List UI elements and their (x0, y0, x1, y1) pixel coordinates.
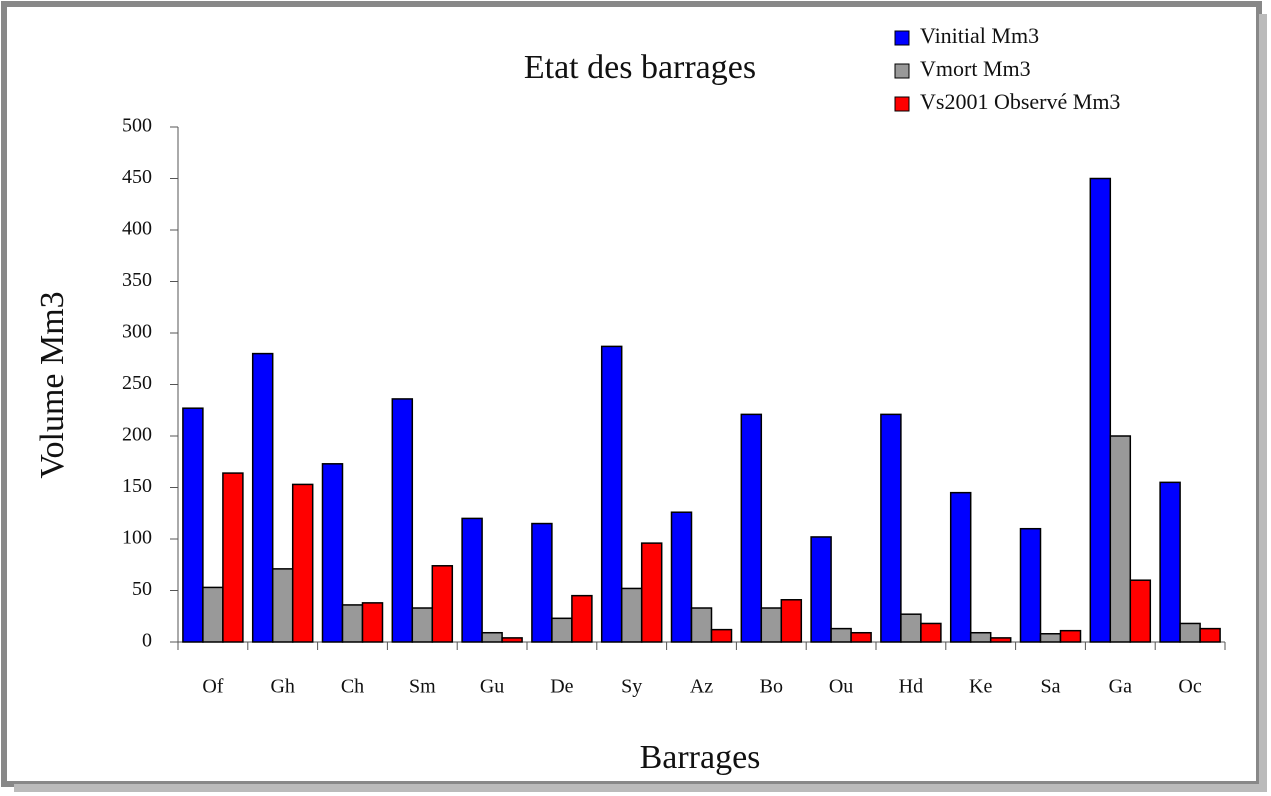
x-tick-label: Ou (829, 676, 853, 698)
y-tick-label: 350 (122, 269, 152, 291)
bar (531, 522, 553, 643)
bar (571, 594, 593, 643)
frame (1, 1, 1262, 787)
bar (461, 517, 483, 643)
bar (182, 407, 204, 643)
bar (251, 352, 274, 643)
chart-title: Etat des barrages (524, 49, 756, 86)
x-tick-label: De (550, 676, 573, 698)
x-tick-label: Gu (480, 676, 504, 698)
bar (989, 637, 1012, 643)
bar (670, 511, 693, 643)
bar (1089, 177, 1112, 643)
bar (202, 586, 224, 643)
bar (640, 542, 663, 643)
y-tick-label: 200 (122, 424, 152, 446)
bar (620, 587, 643, 643)
x-tick-label: Oc (1178, 676, 1201, 698)
bar (1019, 527, 1042, 643)
bar (361, 602, 384, 643)
bar (760, 607, 783, 643)
bar (291, 483, 314, 643)
bar (920, 622, 942, 643)
bar (949, 491, 972, 643)
x-tick-label: Az (690, 676, 713, 698)
bar (551, 617, 573, 643)
legend-swatch (894, 63, 910, 79)
x-tick-label: Ch (341, 676, 364, 698)
legend-swatch (894, 96, 910, 112)
bar (969, 631, 992, 643)
y-tick-label: 300 (122, 321, 152, 343)
legend-label: Vinitial Mm3 (920, 23, 1039, 48)
bar (1129, 579, 1152, 643)
y-tick-label: 100 (122, 527, 152, 549)
x-tick-label: Sy (621, 676, 642, 698)
bar (830, 627, 852, 643)
x-tick-label: Sa (1041, 676, 1061, 698)
x-axis-label: Barrages (640, 739, 761, 776)
x-tick-label: Of (202, 676, 223, 698)
x-tick-label: Ga (1109, 676, 1132, 698)
bar (391, 398, 414, 643)
bar (740, 413, 763, 643)
bar (481, 631, 503, 643)
shadow (1259, 14, 1267, 790)
bar (501, 637, 523, 643)
bar (321, 463, 344, 643)
bar (780, 599, 803, 643)
bar (600, 345, 623, 643)
y-tick-label: 250 (122, 372, 152, 394)
legend-label: Vmort Mm3 (920, 56, 1031, 81)
bar (1199, 627, 1221, 643)
x-tick-label: Ke (969, 676, 992, 698)
bar (1059, 629, 1082, 643)
legend-label: Vs2001 Observé Mm3 (920, 89, 1120, 114)
x-tick-label: Sm (409, 676, 436, 698)
bar (810, 536, 832, 643)
y-tick-label: 0 (142, 630, 152, 652)
bar (850, 631, 872, 643)
bar (690, 607, 713, 643)
legend-swatch (894, 30, 910, 46)
y-axis-label: Volume Mm3 (34, 291, 71, 478)
bar (1159, 481, 1181, 643)
y-tick-label: 500 (122, 115, 152, 137)
y-tick-label: 450 (122, 166, 152, 188)
bar (411, 607, 434, 643)
x-tick-label: Hd (899, 676, 923, 698)
shadow (14, 784, 1267, 792)
bar (222, 472, 244, 643)
bar (1179, 622, 1201, 643)
y-tick-label: 150 (122, 475, 152, 497)
bar (271, 568, 294, 643)
bar (880, 413, 902, 643)
bar (431, 565, 454, 643)
bar (341, 604, 364, 643)
bar (900, 613, 922, 643)
x-tick-label: Gh (270, 676, 294, 698)
y-tick-label: 400 (122, 218, 152, 240)
bar (710, 628, 733, 643)
x-tick-label: Bo (760, 676, 783, 698)
bar (1109, 435, 1132, 643)
y-tick-label: 50 (132, 578, 152, 600)
bar (1039, 633, 1062, 643)
